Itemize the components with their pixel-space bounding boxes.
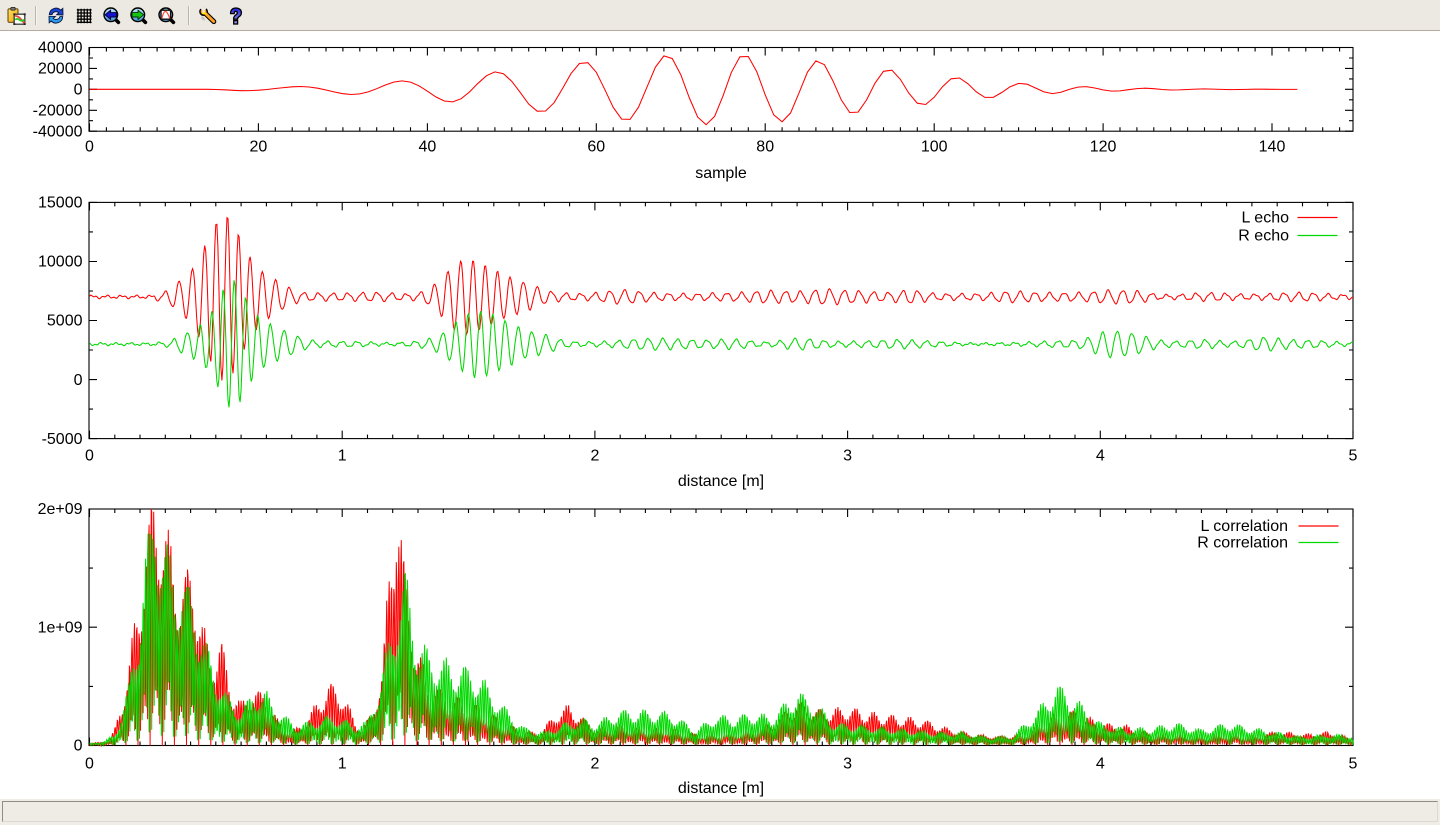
svg-text:5: 5 xyxy=(1349,756,1358,773)
svg-text:5000: 5000 xyxy=(47,313,83,330)
svg-text:100: 100 xyxy=(921,139,948,156)
svg-text:-20000: -20000 xyxy=(33,103,83,120)
svg-text:10000: 10000 xyxy=(38,254,83,271)
svg-text:sample: sample xyxy=(695,165,747,182)
svg-text:0: 0 xyxy=(74,738,83,755)
svg-text:60: 60 xyxy=(587,139,605,156)
svg-text:3: 3 xyxy=(843,756,852,773)
svg-text:20000: 20000 xyxy=(38,61,83,78)
svg-text:0: 0 xyxy=(74,82,83,99)
svg-text:40000: 40000 xyxy=(38,40,83,57)
svg-text:80: 80 xyxy=(756,139,774,156)
svg-text:1: 1 xyxy=(338,756,347,773)
svg-text:2: 2 xyxy=(590,756,599,773)
svg-text:40: 40 xyxy=(419,139,437,156)
svg-text:R correlation: R correlation xyxy=(1197,535,1288,552)
svg-text:0: 0 xyxy=(85,756,94,773)
svg-text:1e+09: 1e+09 xyxy=(38,620,83,637)
svg-text:L correlation: L correlation xyxy=(1201,518,1288,535)
svg-text:L echo: L echo xyxy=(1242,210,1290,227)
svg-text:5: 5 xyxy=(1349,448,1358,465)
svg-text:-40000: -40000 xyxy=(33,123,83,140)
svg-text:1: 1 xyxy=(338,448,347,465)
svg-text:4: 4 xyxy=(1096,756,1105,773)
svg-text:3: 3 xyxy=(843,448,852,465)
svg-text:2: 2 xyxy=(590,448,599,465)
svg-text:0: 0 xyxy=(74,372,83,389)
svg-text:-5000: -5000 xyxy=(42,431,83,448)
svg-text:15000: 15000 xyxy=(38,195,83,212)
svg-text:0: 0 xyxy=(85,448,94,465)
svg-text:140: 140 xyxy=(1259,139,1286,156)
svg-text:distance [m]: distance [m] xyxy=(678,780,764,797)
svg-text:distance [m]: distance [m] xyxy=(678,473,764,490)
svg-text:120: 120 xyxy=(1090,139,1117,156)
svg-text:R echo: R echo xyxy=(1238,228,1289,245)
svg-text:2e+09: 2e+09 xyxy=(38,501,83,518)
svg-text:4: 4 xyxy=(1096,448,1105,465)
svg-text:20: 20 xyxy=(250,139,268,156)
svg-text:0: 0 xyxy=(85,139,94,156)
